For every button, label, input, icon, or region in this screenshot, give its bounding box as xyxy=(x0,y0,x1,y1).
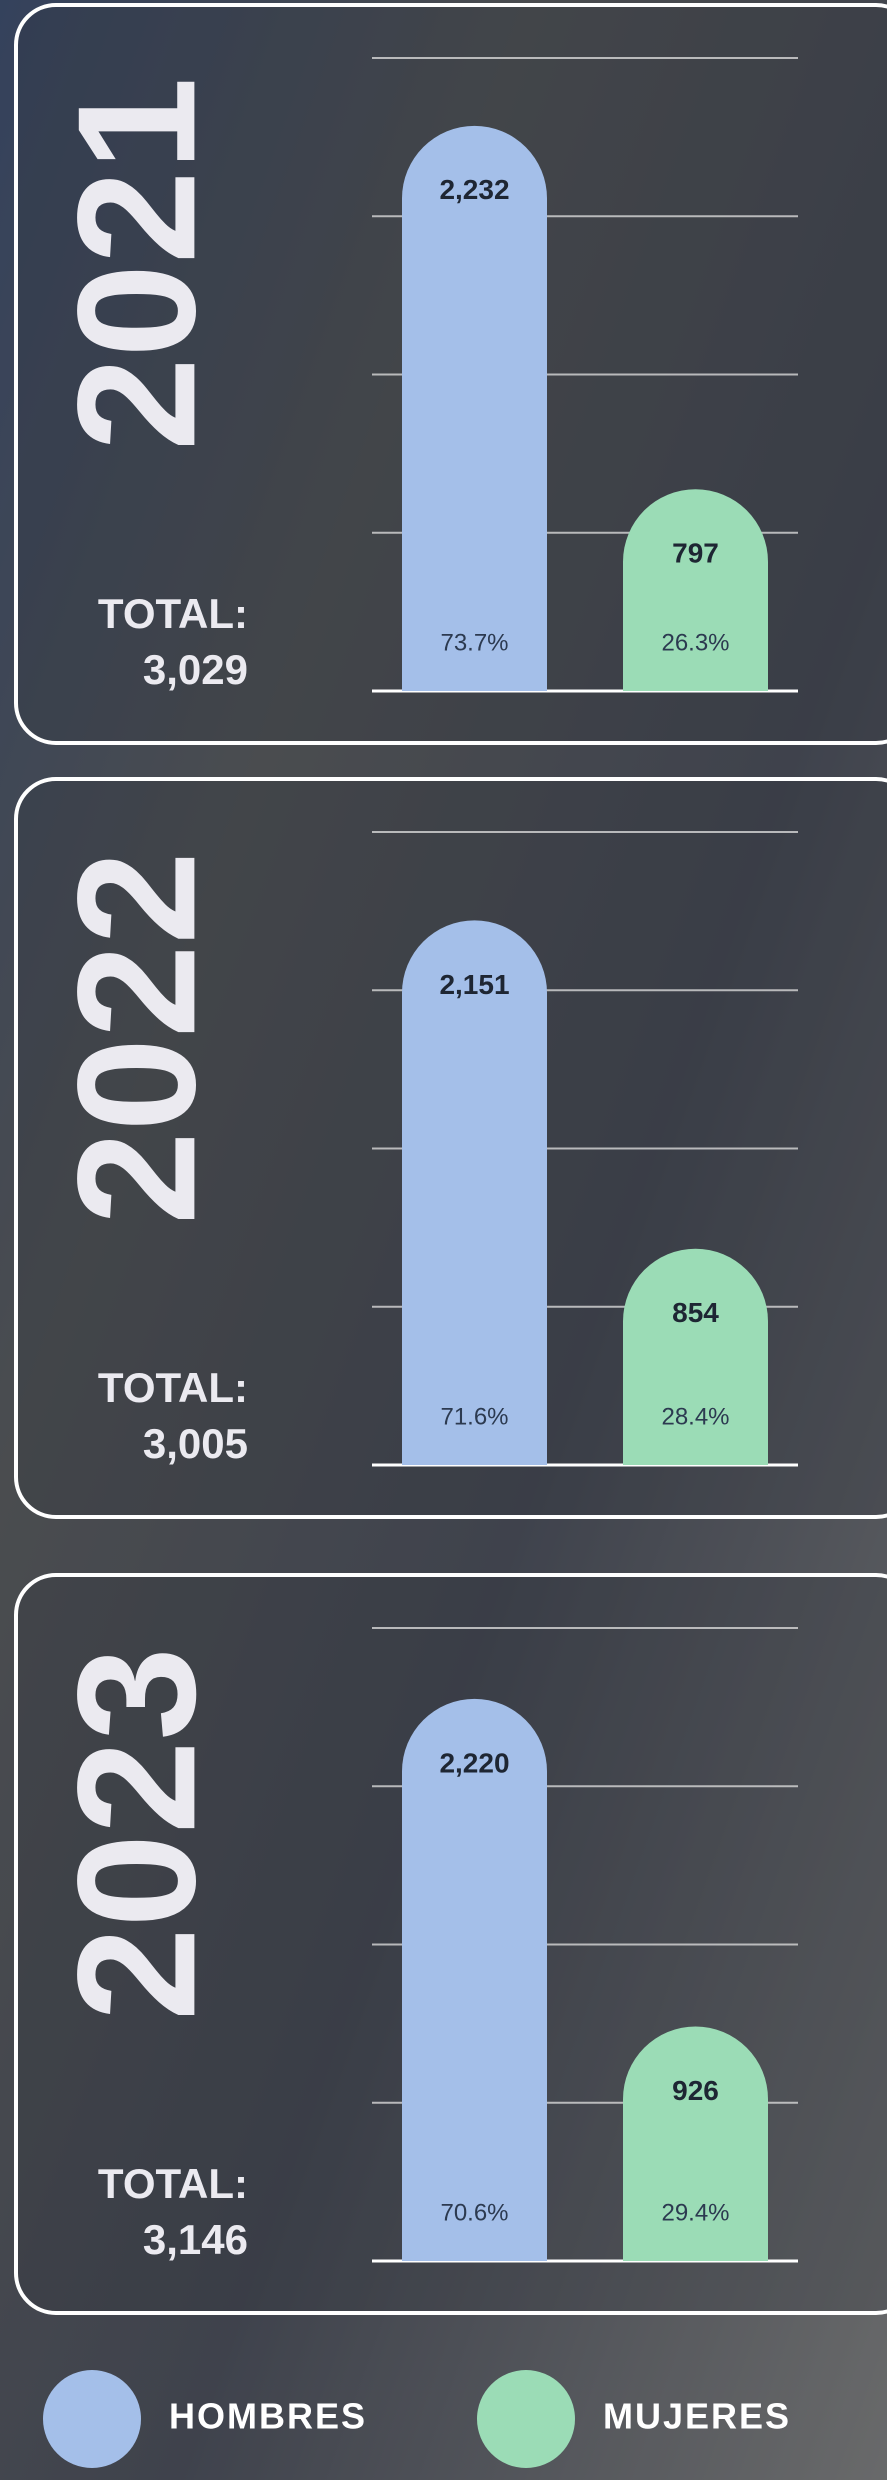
bar xyxy=(623,1249,768,1465)
legend-label: HOMBRES xyxy=(169,2396,367,2437)
total-value: 3,029 xyxy=(143,646,248,693)
value-label: 797 xyxy=(672,538,719,569)
year-title: 2021 xyxy=(42,77,230,451)
legend-swatch xyxy=(43,2370,141,2468)
percent-label: 29.4% xyxy=(661,2199,729,2226)
total-value: 3,146 xyxy=(143,2216,248,2263)
total-label: TOTAL: xyxy=(98,2160,248,2207)
total-value: 3,005 xyxy=(143,1420,248,1467)
year-title: 2023 xyxy=(42,1647,230,2021)
percent-label: 26.3% xyxy=(661,629,729,656)
bar xyxy=(402,1699,547,2261)
bar xyxy=(623,489,768,691)
percent-label: 28.4% xyxy=(661,1403,729,1430)
infographic: 2021 TOTAL: 3,029 2,232 73.7% 797 26.3% 2022 TOT… xyxy=(0,0,887,2480)
percent-label: 70.6% xyxy=(440,2199,508,2226)
value-label: 854 xyxy=(672,1297,719,1328)
legend-swatch xyxy=(477,2370,575,2468)
percent-label: 73.7% xyxy=(440,629,508,656)
value-label: 926 xyxy=(672,2075,719,2106)
value-label: 2,232 xyxy=(439,174,509,205)
total-label: TOTAL: xyxy=(98,1364,248,1411)
legend-label: MUJERES xyxy=(603,2396,791,2437)
total-label: TOTAL: xyxy=(98,590,248,637)
value-label: 2,220 xyxy=(439,1747,509,1778)
bar xyxy=(402,920,547,1465)
percent-label: 71.6% xyxy=(440,1403,508,1430)
bar xyxy=(402,126,547,691)
year-title: 2022 xyxy=(42,851,230,1225)
value-label: 2,151 xyxy=(439,969,509,1000)
